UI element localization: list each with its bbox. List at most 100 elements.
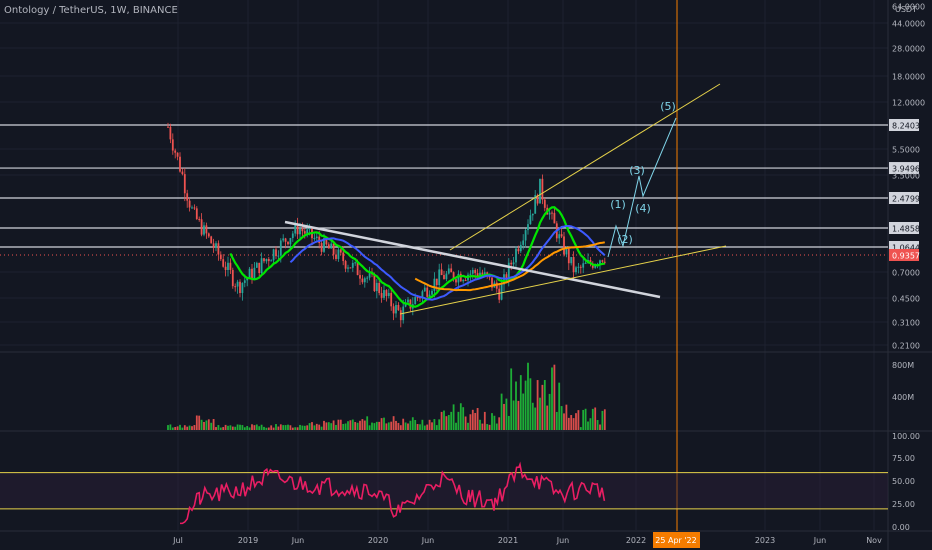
volume-bar — [203, 421, 205, 430]
candle-body — [498, 288, 501, 300]
candle-body — [356, 262, 359, 276]
rsi-tick-label: 50.00 — [892, 477, 915, 486]
candle-body — [277, 255, 280, 257]
volume-bar — [327, 422, 330, 430]
volume-bar — [366, 416, 369, 430]
volume-bar — [212, 419, 215, 430]
volume-bar — [306, 425, 309, 430]
candle-body — [567, 248, 570, 264]
volume-bar — [231, 426, 234, 430]
candle-body — [351, 262, 354, 268]
volume-bar — [445, 416, 448, 430]
volume-bar — [512, 400, 515, 430]
candle-body — [215, 243, 217, 248]
candle-body — [551, 212, 553, 214]
candle-body — [375, 282, 378, 292]
candle-body — [258, 262, 261, 274]
candle-body — [167, 126, 169, 128]
price-tick-label: 0.7000 — [892, 269, 920, 278]
candle-body — [527, 224, 529, 231]
candle-body — [447, 268, 450, 274]
volume-bar — [251, 424, 253, 430]
volume-bar — [488, 424, 491, 430]
volume-bar — [253, 425, 256, 430]
candle-body — [320, 243, 323, 252]
volume-bar — [407, 423, 409, 430]
time-tick-label: Jun — [813, 536, 827, 545]
candle-body — [279, 240, 282, 256]
volume-bar — [243, 427, 246, 430]
volume-bar — [195, 415, 198, 430]
volume-bar — [323, 420, 325, 430]
candle-body — [476, 273, 479, 277]
volume-bar — [599, 424, 601, 430]
volume-bar — [587, 421, 589, 430]
candle-body — [267, 259, 270, 262]
candle-body — [471, 270, 474, 274]
candle-body — [339, 249, 342, 253]
candle-body — [212, 243, 215, 248]
volume-bar — [301, 425, 304, 430]
candle-body — [522, 240, 525, 245]
candle-body — [582, 263, 585, 268]
level-label: 1.0644 — [892, 244, 920, 253]
volume-bar — [375, 421, 378, 430]
volume-bar — [584, 408, 587, 430]
level-label: 2.4799 — [892, 195, 920, 204]
price-tick-label: 12.0000 — [892, 99, 925, 108]
volume-bar — [431, 422, 433, 430]
volume-bar — [560, 406, 563, 430]
volume-bar — [455, 422, 457, 430]
volume-bar — [198, 415, 201, 430]
candle-body — [229, 262, 232, 270]
candle-body — [289, 238, 292, 245]
time-tick-label: 2023 — [755, 536, 775, 545]
wave-label: (1) — [610, 198, 626, 211]
volume-bar — [503, 403, 505, 430]
candle-body — [515, 248, 517, 263]
volume-bar — [529, 378, 532, 430]
candle-body — [462, 280, 465, 282]
candle-body — [433, 278, 436, 291]
volume-bar — [265, 427, 268, 430]
volume-bar — [296, 427, 299, 430]
candle-body — [385, 290, 388, 296]
candle-body — [589, 259, 592, 264]
volume-bar — [531, 402, 534, 430]
candle-body — [315, 236, 318, 238]
volume-bar — [390, 421, 393, 430]
candle-body — [330, 243, 333, 249]
volume-bar — [339, 419, 342, 430]
candle-body — [601, 260, 604, 262]
candle-body — [366, 277, 369, 279]
volume-bar — [207, 419, 210, 430]
volume-bar — [419, 424, 421, 430]
volume-bar — [558, 382, 561, 430]
volume-bar — [342, 423, 345, 430]
candle-body — [572, 257, 575, 273]
candle-body — [335, 254, 337, 259]
candle-body — [450, 268, 453, 273]
volume-bar — [385, 423, 388, 430]
candle-body — [294, 223, 297, 234]
candle-body — [205, 225, 208, 234]
volume-bar — [450, 411, 453, 430]
candle-body — [380, 293, 383, 298]
date-highlight-bg — [653, 532, 700, 548]
ema-orange-line — [414, 241, 605, 292]
candle-body — [426, 287, 429, 297]
volume-bar — [359, 420, 361, 430]
volume-bar — [356, 422, 359, 430]
candle-body — [284, 238, 287, 242]
volume-bar — [294, 427, 297, 430]
volume-bar — [582, 409, 585, 430]
candle-body — [217, 243, 220, 255]
candle-body — [570, 257, 573, 264]
candle-body — [186, 193, 189, 201]
chart-title: Ontology / TetherUS, 1W, BINANCE — [4, 5, 178, 16]
descending-trendline — [284, 220, 661, 299]
volume-bar — [570, 415, 573, 430]
volume-bar — [536, 380, 539, 430]
candle-body — [325, 238, 328, 245]
